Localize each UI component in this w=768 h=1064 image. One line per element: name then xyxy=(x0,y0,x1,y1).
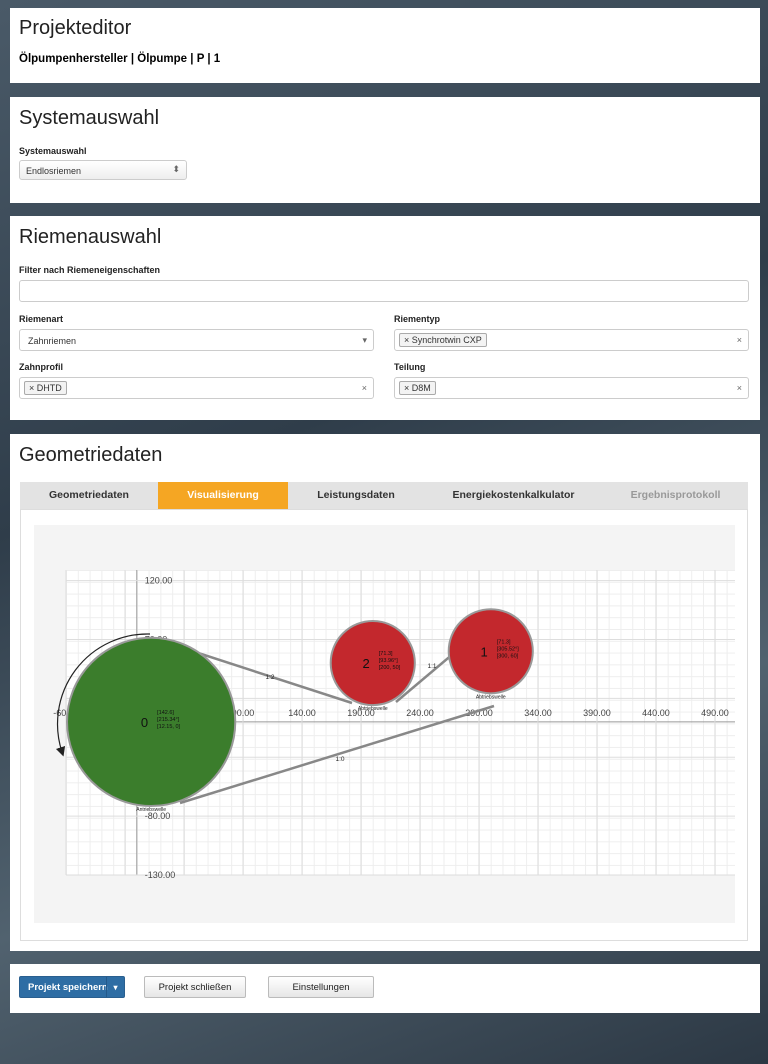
section-title: Geometriedaten xyxy=(19,444,163,466)
pulley-info: [71.3] xyxy=(497,639,511,645)
tab: Ergebnisprotokoll xyxy=(630,489,721,501)
x-tick-label: 290.00 xyxy=(465,708,493,718)
visualization: -60.00-10.0040.0090.00140.00190.00240.00… xyxy=(53,570,735,880)
pulley xyxy=(329,619,416,707)
pulley-id: 1 xyxy=(481,644,488,659)
pulley-info: [71.3] xyxy=(379,651,393,657)
profile-select[interactable]: × DHTD × xyxy=(19,377,374,399)
x-tick-label: 390.00 xyxy=(583,708,611,718)
belt-panel: Riemenauswahl Filter nach Riemeneigensch… xyxy=(10,216,760,420)
field-label: Zahnprofil xyxy=(19,362,63,372)
belt-model-select[interactable]: × Synchrotwin CXP × xyxy=(394,329,749,351)
x-tick-label: 190.00 xyxy=(347,708,375,718)
tag[interactable]: × Synchrotwin CXP xyxy=(399,333,487,347)
x-tick-label: 490.00 xyxy=(701,708,729,718)
pulley-info: [142.6] xyxy=(157,710,174,716)
pulley-info: [12.15, 0] xyxy=(157,724,180,730)
tab-bar: Geometriedaten Visualisierung Leistungsdat… xyxy=(20,482,748,509)
x-tick-label: 340.00 xyxy=(524,708,552,718)
action-bar xyxy=(10,964,760,1013)
tag-text: D8M xyxy=(411,383,431,393)
span-label: 1:1 xyxy=(427,663,436,670)
shaft-label: Antriebswelle xyxy=(136,807,166,813)
tab[interactable]: Geometriedaten xyxy=(49,489,129,501)
settings-button[interactable]: Einstellungen xyxy=(268,976,374,998)
tab[interactable]: Visualisierung xyxy=(158,482,288,509)
pitch-select[interactable]: × D8M × xyxy=(394,377,749,399)
x-tick-label: 90.00 xyxy=(232,708,255,718)
tab[interactable]: Leistungsdaten xyxy=(317,489,395,501)
tag-text: Synchrotwin CXP xyxy=(411,335,482,345)
pulley-id: 0 xyxy=(141,715,148,730)
tab[interactable]: Energiekostenkalkulator xyxy=(452,489,575,501)
tag[interactable]: × D8M xyxy=(399,381,436,395)
save-button[interactable]: Projekt speichern ▾ xyxy=(19,976,125,998)
pulley-info: [200, 50] xyxy=(379,665,401,671)
rotation-arrow xyxy=(55,633,151,757)
tag-text: DHTD xyxy=(36,383,62,393)
shaft-label: Abtriebswelle xyxy=(476,694,506,700)
field-label: Riemenart xyxy=(19,314,64,324)
tab-content xyxy=(20,509,748,941)
button-label: Projekt speichern xyxy=(28,982,108,993)
span-label: 1:2 xyxy=(265,674,274,681)
pulley-info: [300, 60] xyxy=(497,653,519,659)
field-label: Filter nach Riemeneigenschaften xyxy=(19,265,161,275)
section-title: Systemauswahl xyxy=(19,107,160,129)
shaft-label: Abtriebswelle xyxy=(358,706,388,712)
pulley xyxy=(66,636,237,808)
y-tick-label: 120.00 xyxy=(145,576,173,586)
x-tick-label: -60.00 xyxy=(53,708,79,718)
section-title: Riemenauswahl xyxy=(19,226,162,248)
y-tick-label: -80.00 xyxy=(145,811,171,821)
pulley-info: [305.52°] xyxy=(497,646,520,652)
page-title: Projekteditor xyxy=(19,17,132,39)
field-label: Riementyp xyxy=(394,314,441,324)
header-panel: Projekteditor Ölpumpenhersteller | Ölpum… xyxy=(10,8,760,83)
x-tick-label: 140.00 xyxy=(288,708,316,718)
pulley-id: 2 xyxy=(363,656,370,671)
system-select[interactable]: Endlosriemen ⬍ xyxy=(19,160,187,180)
close-button[interactable]: Projekt schließen xyxy=(144,976,246,998)
pulley-info: [215.34°] xyxy=(157,717,180,723)
belt-type-select[interactable]: Zahnriemen ▾ xyxy=(19,329,374,351)
select-value: Zahnriemen xyxy=(28,336,77,346)
system-panel: Systemauswahl Systemauswahl Endlosriemen… xyxy=(10,97,760,203)
pulley-info: [93.96°] xyxy=(379,658,398,664)
select-value: Endlosriemen xyxy=(26,166,82,176)
y-tick-label: -130.00 xyxy=(145,870,176,880)
field-label: Teilung xyxy=(394,362,426,372)
tag[interactable]: × DHTD xyxy=(24,381,67,395)
x-tick-label: 440.00 xyxy=(642,708,670,718)
field-label: Systemauswahl xyxy=(19,146,87,156)
x-tick-label: 240.00 xyxy=(406,708,434,718)
pulley xyxy=(447,608,534,695)
filter-input[interactable] xyxy=(19,280,749,302)
span-label: 1:0 xyxy=(335,756,344,763)
project-path: Ölpumpenhersteller | Ölpumpe | P | 1 xyxy=(19,53,221,65)
